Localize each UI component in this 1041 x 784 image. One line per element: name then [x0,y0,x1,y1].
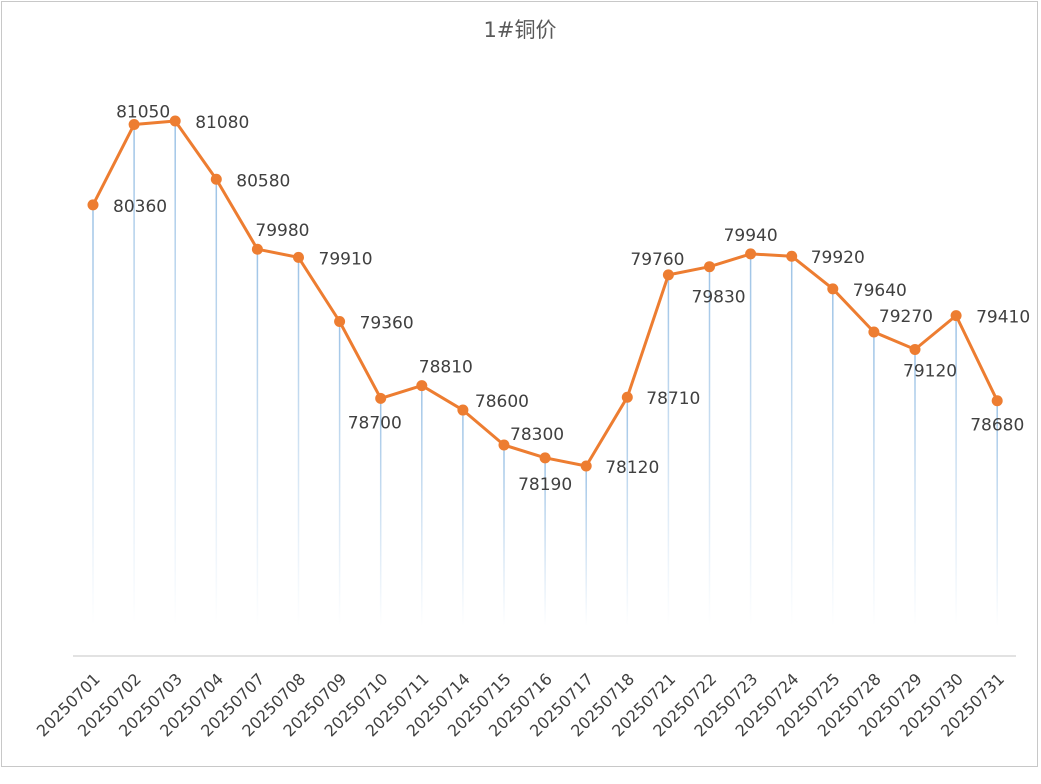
data-label: 79760 [630,250,684,270]
drop-line [462,410,464,626]
x-tick-labels: 2025070120250702202507032025070420250707… [33,669,1008,740]
data-point [950,310,962,322]
drop-line [256,249,259,626]
data-point [827,283,839,295]
drop-line [790,256,793,626]
chart-frame [1,1,1038,767]
data-point [704,261,715,273]
data-point [662,269,674,281]
data-point [375,392,387,404]
data-point [457,404,469,416]
drop-line [667,274,670,626]
data-point [416,380,428,392]
data-label: 78600 [475,392,529,412]
drop-line [338,321,341,626]
data-points [87,115,1003,472]
data-point [128,118,140,130]
chart-title: 1#铜价 [484,18,557,42]
data-point [210,173,222,185]
data-label: 78710 [646,389,700,409]
data-label: 79360 [360,313,414,333]
data-point [991,395,1003,407]
drop-line [379,398,382,626]
data-point [745,248,757,260]
data-point [334,315,346,327]
data-point [169,115,181,127]
drop-line [996,400,998,626]
drop-line [708,266,711,626]
data-label: 79120 [903,361,957,381]
drop-line [92,204,94,626]
data-point [580,460,592,472]
data-label: 78680 [970,416,1024,436]
data-point [868,326,880,338]
drop-line [133,124,135,627]
drop-line [503,445,505,626]
drop-line [174,121,176,626]
drop-line [421,385,423,626]
data-label: 79910 [319,249,373,269]
data-label: 80360 [113,197,167,217]
data-point [498,439,510,451]
data-point [251,243,263,255]
data-label: 79640 [853,281,907,301]
drop-line [585,466,587,626]
drop-line [749,253,752,626]
drop-line [215,179,218,626]
data-label: 79940 [724,226,778,246]
data-label: 81080 [195,113,249,133]
data-label: 79980 [255,221,309,241]
data-label: 79830 [692,288,746,308]
data-label: 78700 [348,413,402,433]
drop-line [626,397,629,626]
data-point [909,343,921,355]
data-label: 80580 [236,171,290,191]
data-label: 81050 [116,102,170,122]
data-label: 78190 [518,475,572,495]
data-point [786,250,798,262]
data-labels: 80360 81050 81080 80580 79980 79910 79360 78700… [113,102,1030,494]
data-label: 78300 [510,425,564,445]
drop-line [832,288,834,626]
drop-lines [92,121,998,627]
data-point [539,452,551,464]
data-label: 79410 [976,308,1030,328]
data-point [293,251,304,263]
data-point [87,199,99,211]
drop-line [914,349,916,626]
drop-line [297,257,300,626]
data-label: 78810 [419,358,473,378]
data-label: 79270 [879,307,933,327]
drop-line [955,315,957,626]
drop-line [544,457,546,626]
drop-line [873,331,875,626]
data-label: 79920 [811,248,865,268]
data-point [621,391,633,403]
data-label: 78120 [605,458,659,478]
